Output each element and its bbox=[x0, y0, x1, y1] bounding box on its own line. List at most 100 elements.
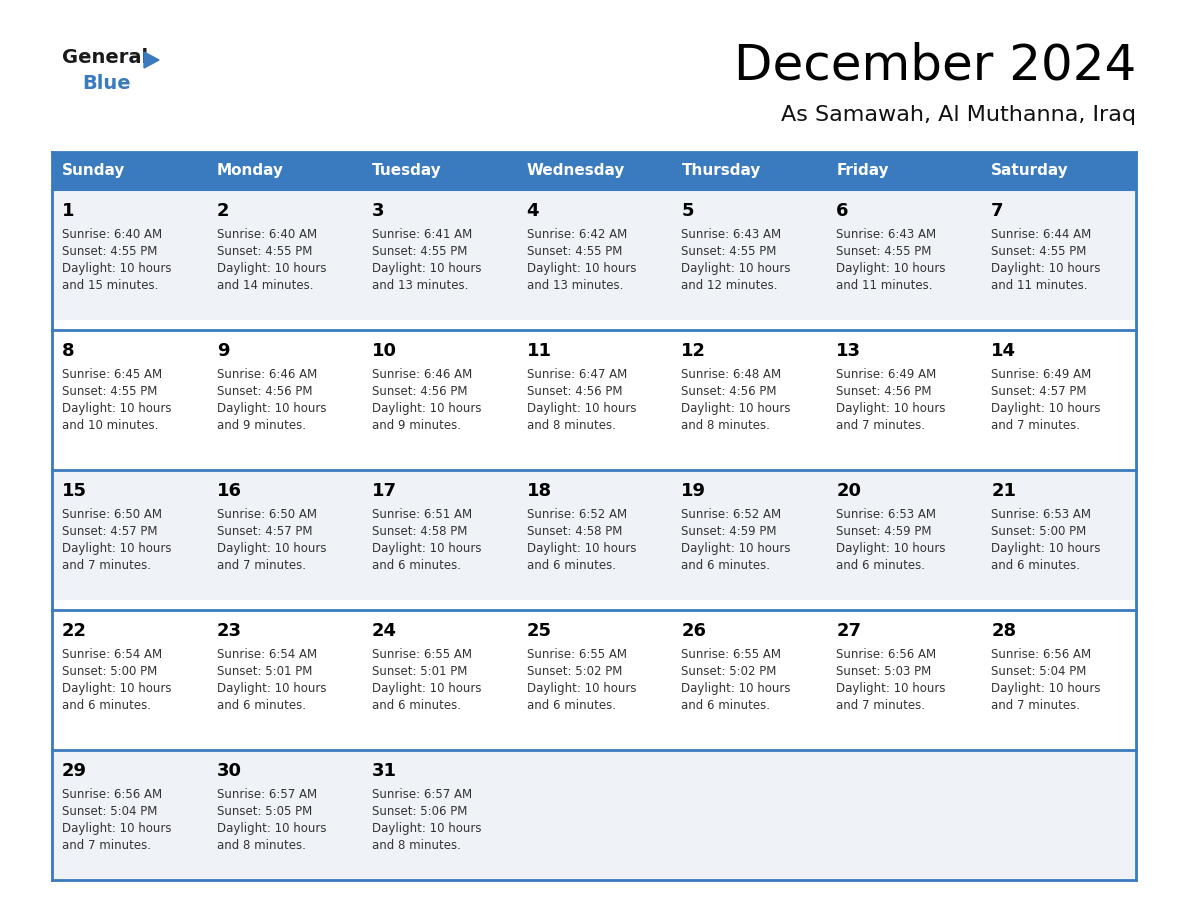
Text: and 7 minutes.: and 7 minutes. bbox=[62, 559, 151, 572]
Text: Daylight: 10 hours: Daylight: 10 hours bbox=[991, 542, 1100, 555]
Text: and 9 minutes.: and 9 minutes. bbox=[372, 419, 461, 432]
Text: 24: 24 bbox=[372, 622, 397, 640]
Text: and 6 minutes.: and 6 minutes. bbox=[682, 559, 771, 572]
Text: Sunset: 5:00 PM: Sunset: 5:00 PM bbox=[62, 665, 157, 678]
Text: 4: 4 bbox=[526, 202, 539, 220]
Text: Sunrise: 6:54 AM: Sunrise: 6:54 AM bbox=[62, 648, 162, 661]
Text: Sunrise: 6:43 AM: Sunrise: 6:43 AM bbox=[836, 228, 936, 241]
Bar bbox=[52, 610, 1136, 740]
Text: Daylight: 10 hours: Daylight: 10 hours bbox=[372, 682, 481, 695]
Text: Daylight: 10 hours: Daylight: 10 hours bbox=[217, 822, 327, 835]
Text: Monday: Monday bbox=[217, 163, 284, 178]
Text: Daylight: 10 hours: Daylight: 10 hours bbox=[217, 402, 327, 415]
Text: Sunset: 4:57 PM: Sunset: 4:57 PM bbox=[991, 385, 1087, 398]
Text: and 13 minutes.: and 13 minutes. bbox=[526, 279, 623, 292]
Text: Sunset: 4:59 PM: Sunset: 4:59 PM bbox=[682, 525, 777, 538]
Text: 6: 6 bbox=[836, 202, 848, 220]
Text: General: General bbox=[62, 48, 148, 67]
Text: 23: 23 bbox=[217, 622, 242, 640]
Text: 9: 9 bbox=[217, 342, 229, 360]
Text: Saturday: Saturday bbox=[991, 163, 1069, 178]
Text: Sunset: 5:03 PM: Sunset: 5:03 PM bbox=[836, 665, 931, 678]
Text: and 7 minutes.: and 7 minutes. bbox=[991, 699, 1080, 712]
Text: Daylight: 10 hours: Daylight: 10 hours bbox=[217, 682, 327, 695]
Text: 20: 20 bbox=[836, 482, 861, 500]
Text: Sunset: 4:55 PM: Sunset: 4:55 PM bbox=[372, 245, 467, 258]
Text: Daylight: 10 hours: Daylight: 10 hours bbox=[836, 402, 946, 415]
Text: Sunrise: 6:56 AM: Sunrise: 6:56 AM bbox=[62, 788, 162, 801]
Text: Sunrise: 6:49 AM: Sunrise: 6:49 AM bbox=[836, 368, 936, 381]
Text: 5: 5 bbox=[682, 202, 694, 220]
Text: 26: 26 bbox=[682, 622, 707, 640]
Text: and 6 minutes.: and 6 minutes. bbox=[217, 699, 305, 712]
Text: and 11 minutes.: and 11 minutes. bbox=[991, 279, 1088, 292]
Text: and 15 minutes.: and 15 minutes. bbox=[62, 279, 158, 292]
Text: Daylight: 10 hours: Daylight: 10 hours bbox=[526, 402, 636, 415]
Text: 30: 30 bbox=[217, 762, 242, 780]
Text: Sunrise: 6:41 AM: Sunrise: 6:41 AM bbox=[372, 228, 472, 241]
Text: Sunset: 4:56 PM: Sunset: 4:56 PM bbox=[217, 385, 312, 398]
Text: Thursday: Thursday bbox=[682, 163, 760, 178]
Bar bbox=[361, 152, 517, 190]
Text: 27: 27 bbox=[836, 622, 861, 640]
Text: 10: 10 bbox=[372, 342, 397, 360]
Text: and 6 minutes.: and 6 minutes. bbox=[526, 699, 615, 712]
Text: Daylight: 10 hours: Daylight: 10 hours bbox=[372, 822, 481, 835]
Text: 28: 28 bbox=[991, 622, 1016, 640]
Text: Sunset: 4:55 PM: Sunset: 4:55 PM bbox=[62, 385, 157, 398]
Text: Sunrise: 6:46 AM: Sunrise: 6:46 AM bbox=[372, 368, 472, 381]
Text: and 8 minutes.: and 8 minutes. bbox=[217, 839, 305, 852]
Text: 18: 18 bbox=[526, 482, 551, 500]
Text: Daylight: 10 hours: Daylight: 10 hours bbox=[682, 542, 791, 555]
Text: and 9 minutes.: and 9 minutes. bbox=[217, 419, 305, 432]
Text: Sunset: 4:58 PM: Sunset: 4:58 PM bbox=[526, 525, 623, 538]
Text: Sunrise: 6:55 AM: Sunrise: 6:55 AM bbox=[682, 648, 782, 661]
Polygon shape bbox=[144, 52, 159, 68]
Text: As Samawah, Al Muthanna, Iraq: As Samawah, Al Muthanna, Iraq bbox=[781, 105, 1136, 125]
Bar bbox=[827, 152, 981, 190]
Text: Sunset: 4:56 PM: Sunset: 4:56 PM bbox=[526, 385, 623, 398]
Text: Sunrise: 6:46 AM: Sunrise: 6:46 AM bbox=[217, 368, 317, 381]
Text: Sunset: 4:55 PM: Sunset: 4:55 PM bbox=[836, 245, 931, 258]
Text: Sunrise: 6:44 AM: Sunrise: 6:44 AM bbox=[991, 228, 1092, 241]
Text: Sunrise: 6:45 AM: Sunrise: 6:45 AM bbox=[62, 368, 162, 381]
Text: 8: 8 bbox=[62, 342, 75, 360]
Text: 19: 19 bbox=[682, 482, 707, 500]
Text: and 7 minutes.: and 7 minutes. bbox=[217, 559, 305, 572]
Text: Daylight: 10 hours: Daylight: 10 hours bbox=[526, 262, 636, 275]
Text: Sunset: 4:56 PM: Sunset: 4:56 PM bbox=[836, 385, 931, 398]
Text: Daylight: 10 hours: Daylight: 10 hours bbox=[682, 682, 791, 695]
Text: Sunrise: 6:42 AM: Sunrise: 6:42 AM bbox=[526, 228, 627, 241]
Text: and 7 minutes.: and 7 minutes. bbox=[836, 419, 925, 432]
Bar bbox=[671, 152, 827, 190]
Text: and 6 minutes.: and 6 minutes. bbox=[372, 699, 461, 712]
Text: Sunset: 4:55 PM: Sunset: 4:55 PM bbox=[526, 245, 623, 258]
Text: Sunrise: 6:50 AM: Sunrise: 6:50 AM bbox=[62, 508, 162, 521]
Text: 15: 15 bbox=[62, 482, 87, 500]
Text: Daylight: 10 hours: Daylight: 10 hours bbox=[836, 262, 946, 275]
Bar bbox=[52, 152, 207, 190]
Text: and 11 minutes.: and 11 minutes. bbox=[836, 279, 933, 292]
Text: and 7 minutes.: and 7 minutes. bbox=[836, 699, 925, 712]
Text: Daylight: 10 hours: Daylight: 10 hours bbox=[62, 262, 171, 275]
Text: Sunday: Sunday bbox=[62, 163, 126, 178]
Text: Sunrise: 6:53 AM: Sunrise: 6:53 AM bbox=[991, 508, 1091, 521]
Text: and 6 minutes.: and 6 minutes. bbox=[372, 559, 461, 572]
Text: Sunset: 4:57 PM: Sunset: 4:57 PM bbox=[217, 525, 312, 538]
Text: Sunrise: 6:47 AM: Sunrise: 6:47 AM bbox=[526, 368, 627, 381]
Text: Sunset: 5:00 PM: Sunset: 5:00 PM bbox=[991, 525, 1086, 538]
Text: Friday: Friday bbox=[836, 163, 889, 178]
Text: Sunrise: 6:52 AM: Sunrise: 6:52 AM bbox=[526, 508, 627, 521]
Text: Sunrise: 6:40 AM: Sunrise: 6:40 AM bbox=[62, 228, 162, 241]
Text: Sunset: 4:56 PM: Sunset: 4:56 PM bbox=[372, 385, 467, 398]
Bar bbox=[52, 750, 1136, 880]
Text: Sunrise: 6:40 AM: Sunrise: 6:40 AM bbox=[217, 228, 317, 241]
Text: 2: 2 bbox=[217, 202, 229, 220]
Text: Daylight: 10 hours: Daylight: 10 hours bbox=[372, 542, 481, 555]
Text: and 8 minutes.: and 8 minutes. bbox=[682, 419, 770, 432]
Text: 31: 31 bbox=[372, 762, 397, 780]
Bar bbox=[52, 330, 1136, 460]
Bar bbox=[517, 152, 671, 190]
Text: 14: 14 bbox=[991, 342, 1016, 360]
Text: Daylight: 10 hours: Daylight: 10 hours bbox=[836, 682, 946, 695]
